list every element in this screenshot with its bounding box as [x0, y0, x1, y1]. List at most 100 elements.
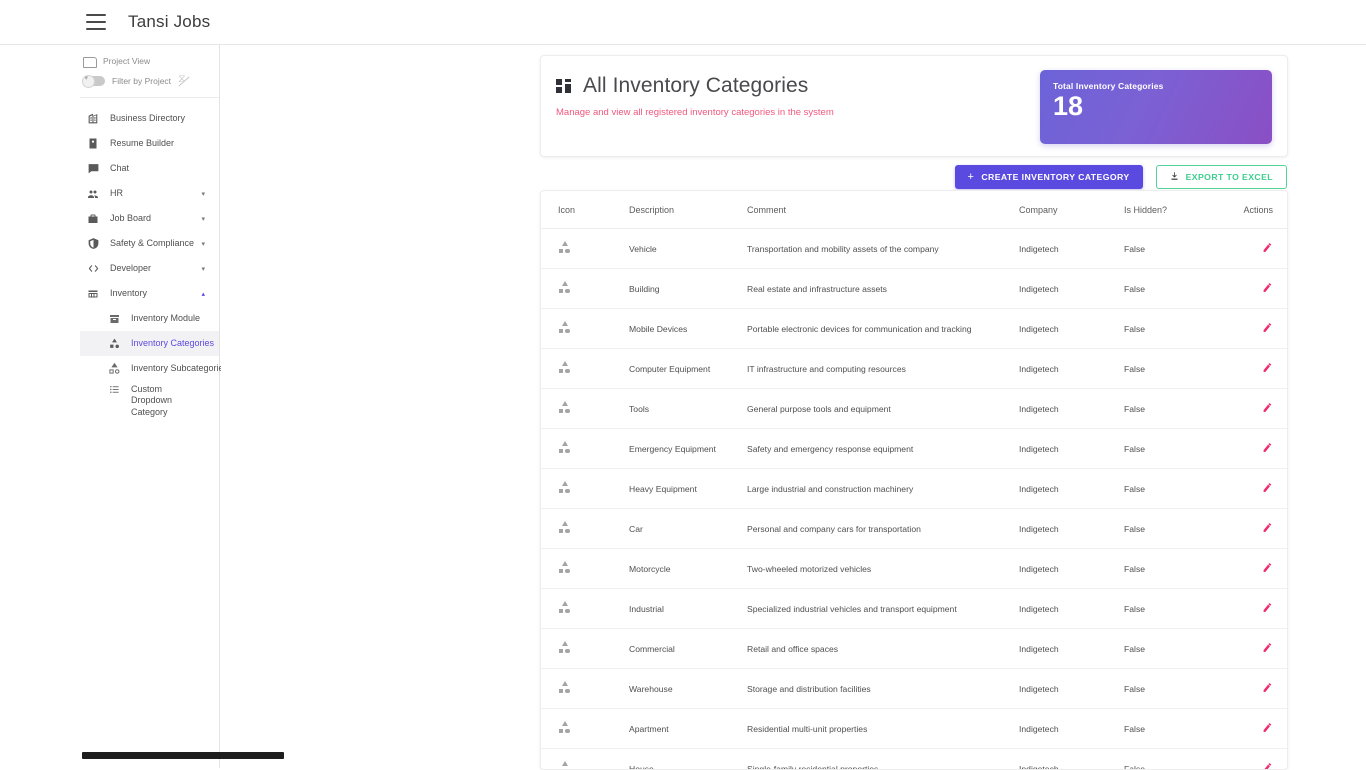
sidebar-item-chat[interactable]: Chat [80, 156, 219, 181]
sidebar-item-inventory-categories[interactable]: Inventory Categories [80, 331, 219, 356]
building-icon [85, 112, 101, 125]
sidebar-item-label: Chat [110, 163, 129, 174]
cell-company: Indigetech [1019, 229, 1124, 269]
sidebar-item-custom-dropdown-category[interactable]: Custom Dropdown Category [80, 381, 219, 413]
chevron-down-icon[interactable]: ▾ [201, 215, 205, 223]
edit-pencil-icon[interactable] [1261, 481, 1273, 496]
cell-actions [1216, 349, 1288, 389]
cell-description: Warehouse [629, 669, 747, 709]
sidebar-item-label: Resume Builder [110, 138, 174, 149]
cell-actions [1216, 269, 1288, 309]
edit-pencil-icon[interactable] [1261, 721, 1273, 736]
edit-pencil-icon[interactable] [1261, 641, 1273, 656]
shield-icon [85, 237, 101, 250]
sidebar-item-label: Inventory Subcategories [131, 363, 228, 374]
cell-is-hidden: False [1124, 549, 1216, 589]
sidebar-item-inventory-module[interactable]: Inventory Module [80, 306, 219, 331]
cell-is-hidden: False [1124, 389, 1216, 429]
category-icon [558, 601, 571, 614]
edit-pencil-icon[interactable] [1261, 281, 1273, 296]
cell-actions [1216, 509, 1288, 549]
sidebar-item-label: Inventory [110, 288, 147, 299]
row-icon-cell [541, 469, 629, 509]
cell-is-hidden: False [1124, 589, 1216, 629]
sidebar-item-label: HR [110, 188, 123, 199]
edit-pencil-icon[interactable] [1261, 361, 1273, 376]
edit-pencil-icon[interactable] [1261, 521, 1273, 536]
category-icon [558, 641, 571, 654]
sidebar-item-resume-builder[interactable]: Resume Builder [80, 131, 219, 156]
row-icon-cell [541, 589, 629, 629]
chevron-up-icon[interactable]: ▴ [201, 290, 205, 298]
sidebar-item-business-directory[interactable]: Business Directory [80, 106, 219, 131]
cell-description: Vehicle [629, 229, 747, 269]
subcategory-icon [106, 362, 122, 375]
create-inventory-category-button[interactable]: + CREATE INVENTORY CATEGORY [955, 165, 1143, 189]
edit-pencil-icon[interactable] [1261, 241, 1273, 256]
cell-is-hidden: False [1124, 429, 1216, 469]
edit-pencil-icon[interactable] [1261, 321, 1273, 336]
export-to-excel-button[interactable]: EXPORT TO EXCEL [1156, 165, 1287, 189]
filter-by-project-row[interactable]: Filter by Project [80, 71, 219, 91]
cell-company: Indigetech [1019, 469, 1124, 509]
cell-actions [1216, 629, 1288, 669]
hamburger-menu-icon[interactable] [86, 14, 106, 30]
chevron-down-icon[interactable]: ▾ [201, 240, 205, 248]
list-icon [106, 384, 122, 395]
document-person-icon [85, 137, 101, 150]
category-icon [558, 361, 571, 374]
category-icon [558, 561, 571, 574]
row-icon-cell [541, 429, 629, 469]
cell-actions [1216, 709, 1288, 749]
column-header-comment: Comment [747, 191, 1019, 229]
sidebar-item-inventory[interactable]: Inventory ▴ [80, 281, 219, 306]
cell-comment: Specialized industrial vehicles and tran… [747, 589, 1019, 629]
cell-description: House [629, 749, 747, 770]
cell-comment: Real estate and infrastructure assets [747, 269, 1019, 309]
toggle-switch-icon[interactable] [83, 76, 105, 86]
cell-comment: Personal and company cars for transporta… [747, 509, 1019, 549]
cell-company: Indigetech [1019, 589, 1124, 629]
cell-actions [1216, 549, 1288, 589]
sidebar-item-hr[interactable]: HR ▾ [80, 181, 219, 206]
cell-description: Building [629, 269, 747, 309]
page-header-card: All Inventory Categories Manage and view… [540, 55, 1288, 157]
cell-description: Mobile Devices [629, 309, 747, 349]
column-header-icon: Icon [541, 191, 629, 229]
edit-pencil-icon[interactable] [1261, 681, 1273, 696]
export-button-label: EXPORT TO EXCEL [1186, 172, 1273, 182]
edit-pencil-icon[interactable] [1261, 441, 1273, 456]
sidebar-item-inventory-subcategories[interactable]: Inventory Subcategories [80, 356, 219, 381]
sidebar-item-safety-compliance[interactable]: Safety & Compliance ▾ [80, 231, 219, 256]
cell-actions [1216, 389, 1288, 429]
edit-pencil-icon[interactable] [1261, 761, 1273, 770]
horizontal-scrollbar[interactable] [82, 752, 284, 759]
sidebar-item-developer[interactable]: Developer ▾ [80, 256, 219, 281]
project-view-row[interactable]: Project View [80, 51, 219, 71]
chevron-down-icon[interactable]: ▾ [201, 190, 205, 198]
main-content: All Inventory Categories Manage and view… [221, 45, 1366, 768]
sidebar-item-job-board[interactable]: Job Board ▾ [80, 206, 219, 231]
sidebar-item-label: Custom Dropdown Category [131, 384, 203, 418]
edit-pencil-icon[interactable] [1261, 561, 1273, 576]
edit-pencil-icon[interactable] [1261, 601, 1273, 616]
chevron-down-icon[interactable]: ▾ [201, 265, 205, 273]
edit-pencil-icon[interactable] [1261, 401, 1273, 416]
filter-off-icon[interactable] [178, 76, 189, 87]
chat-bubble-icon [85, 162, 101, 175]
